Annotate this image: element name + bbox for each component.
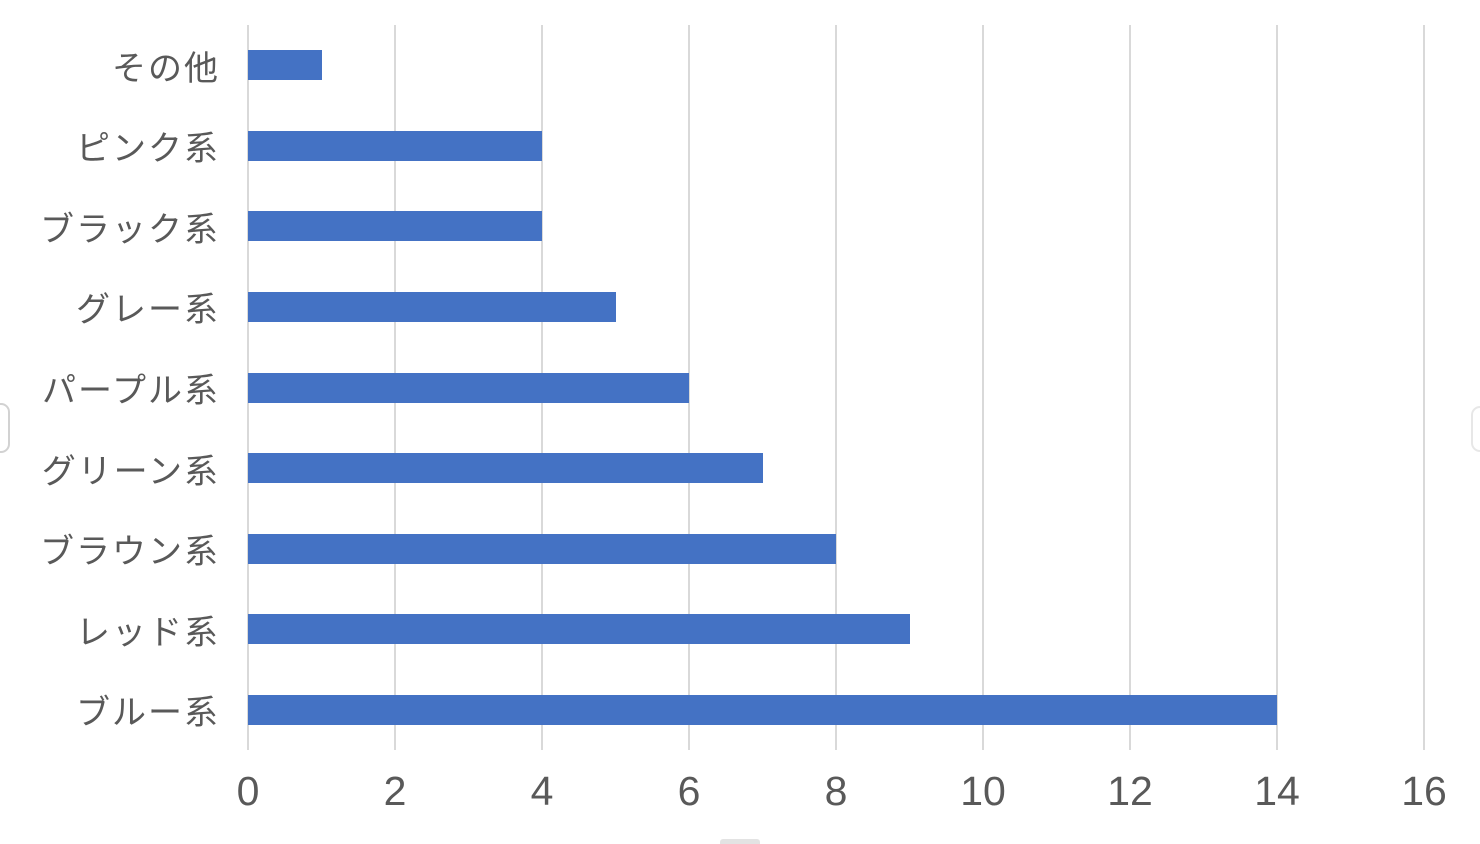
bar-8 <box>248 694 1277 725</box>
x-tick-label: 0 <box>236 768 260 814</box>
gridline <box>688 25 690 750</box>
x-tick-label: 4 <box>530 768 554 814</box>
right-edge-nav-button-fragment[interactable] <box>1471 406 1480 452</box>
bar-7 <box>248 614 910 645</box>
x-tick-label: 10 <box>960 768 1006 814</box>
category-label: ブルー系 <box>76 694 220 733</box>
category-label: グレー系 <box>76 291 220 330</box>
bar-0 <box>248 50 322 81</box>
plot-area <box>247 25 1425 750</box>
x-tick-label: 16 <box>1401 768 1447 814</box>
category-label: パープル系 <box>42 372 220 411</box>
bar-1 <box>248 130 542 161</box>
x-tick-label: 2 <box>383 768 407 814</box>
bar-2 <box>248 211 542 242</box>
gridline <box>1423 25 1425 750</box>
bar-5 <box>248 453 763 484</box>
left-edge-nav-button-fragment[interactable] <box>0 403 10 453</box>
x-tick-label: 6 <box>677 768 701 814</box>
category-label: その他 <box>112 49 220 88</box>
gridline <box>1276 25 1278 750</box>
category-label: ブラック系 <box>40 210 220 249</box>
x-tick-label: 14 <box>1254 768 1300 814</box>
category-label: グリーン系 <box>41 452 220 491</box>
bar-3 <box>248 291 616 322</box>
x-tick-label: 8 <box>824 768 848 814</box>
bar-4 <box>248 372 689 403</box>
legend-marker-fragment <box>720 839 760 844</box>
x-tick-label: 12 <box>1107 768 1153 814</box>
category-axis: その他ピンク系ブラック系グレー系パープル系グリーン系ブラウン系レッド系ブルー系 <box>0 25 234 750</box>
gridline <box>1129 25 1131 750</box>
category-label: ブラウン系 <box>40 533 220 572</box>
gridline <box>835 25 837 750</box>
bar-6 <box>248 533 836 564</box>
gridline <box>982 25 984 750</box>
category-label: ピンク系 <box>76 130 220 169</box>
category-label: レッド系 <box>76 613 220 652</box>
